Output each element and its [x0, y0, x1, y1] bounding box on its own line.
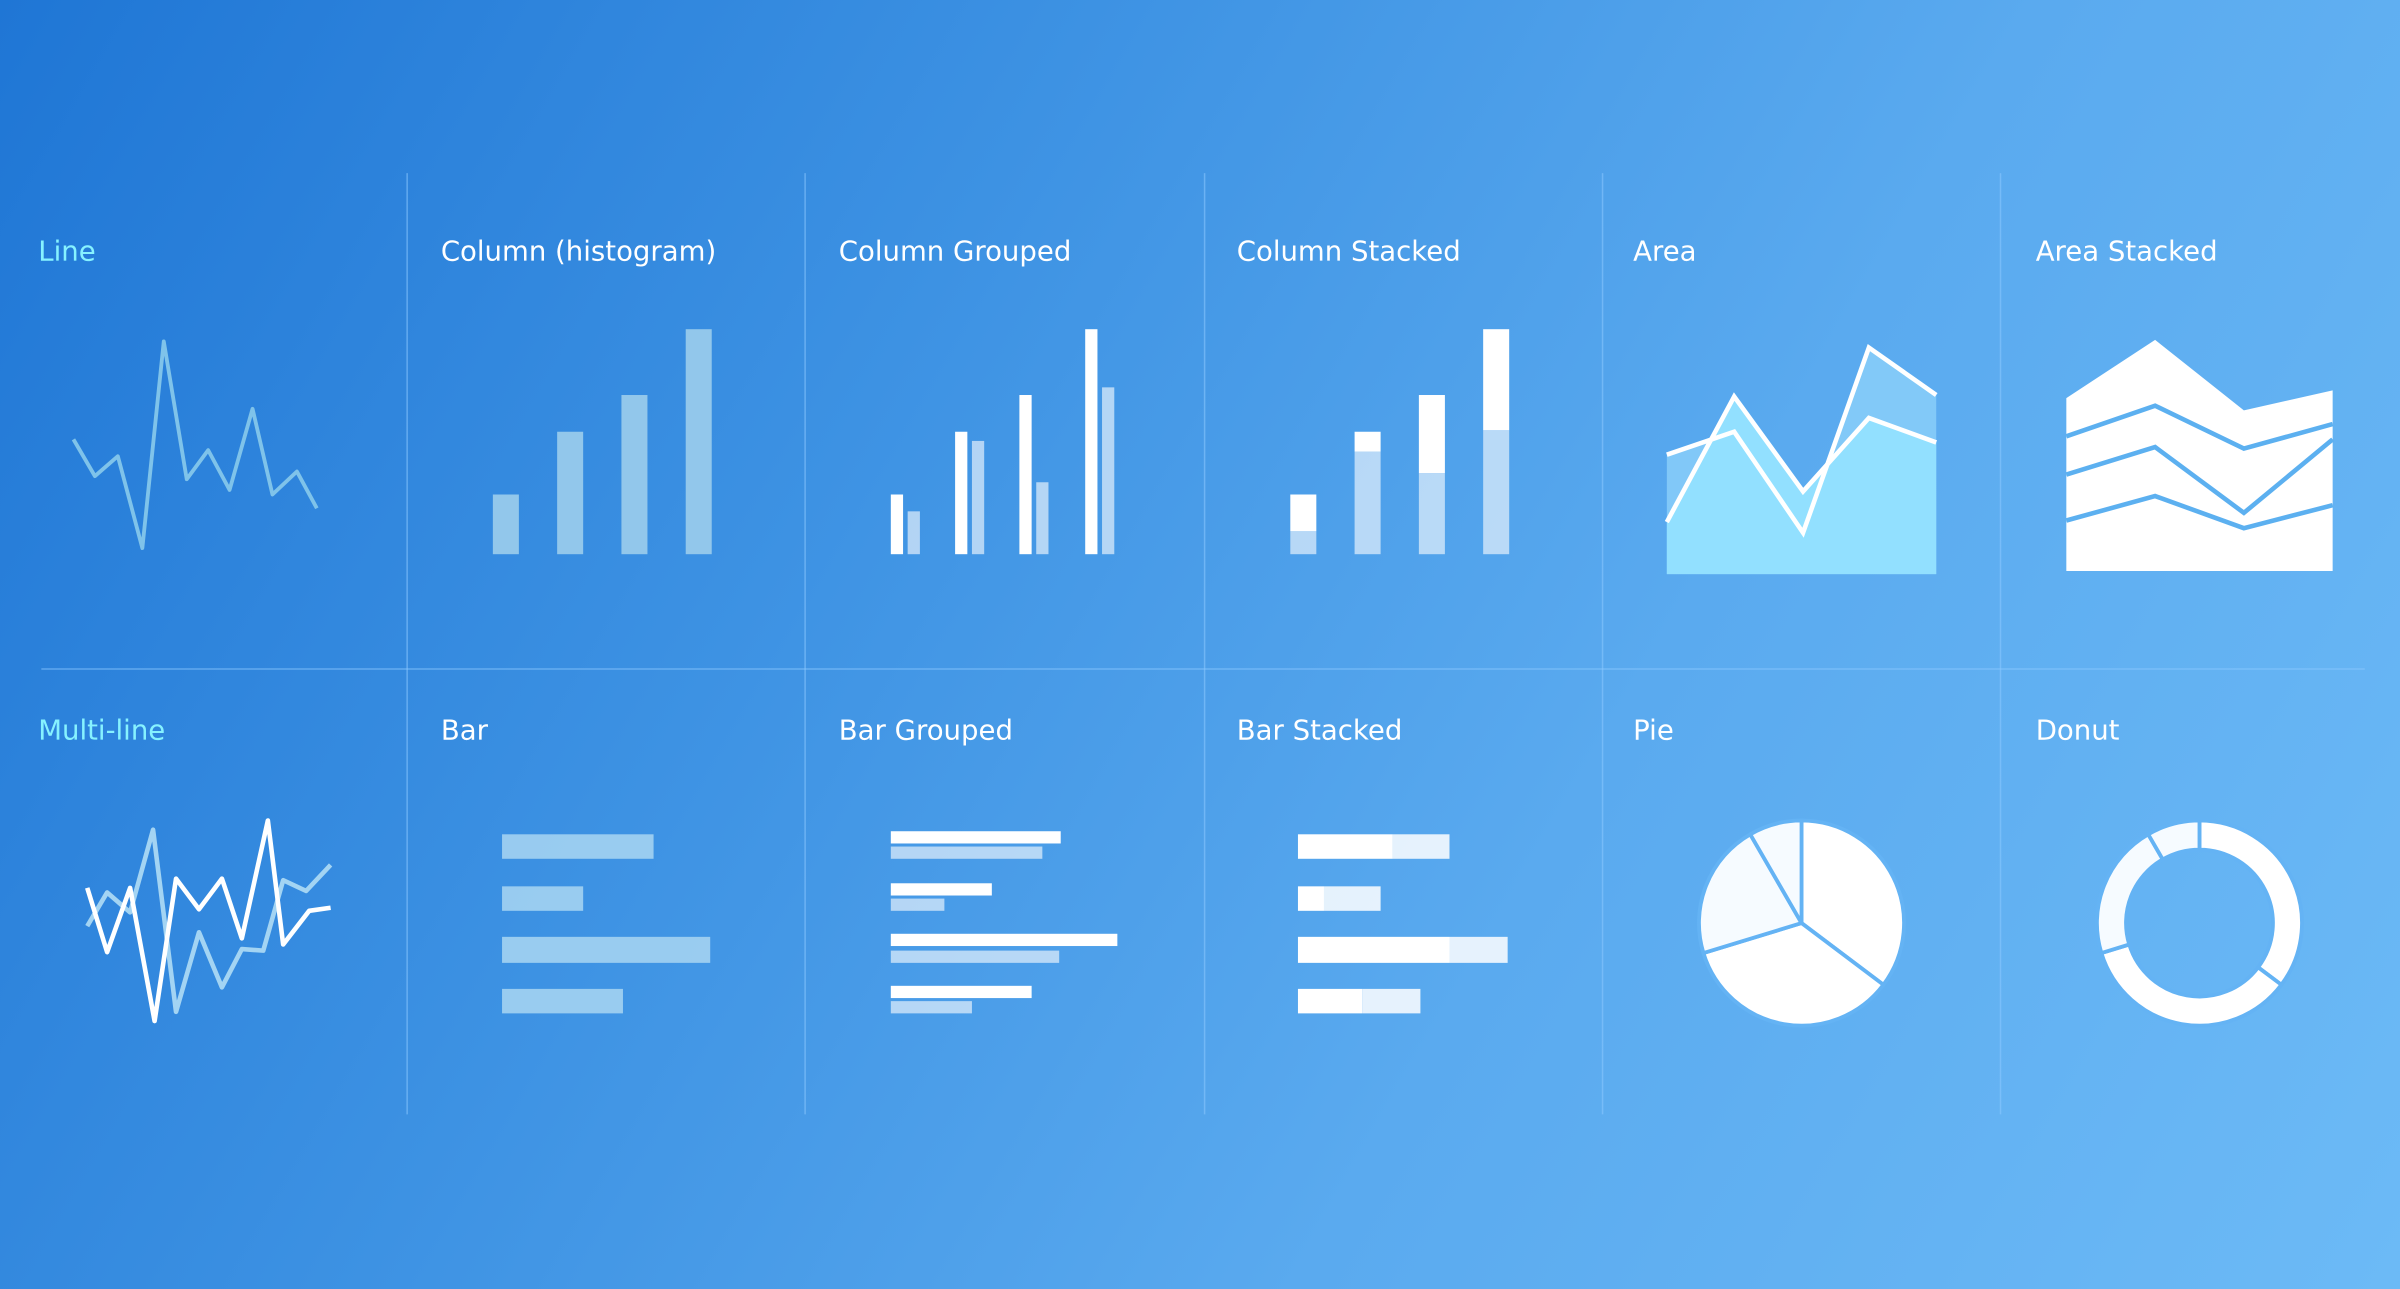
tile-title: Multi-line	[38, 714, 165, 746]
tile-bar[interactable]: Bar	[441, 714, 711, 1014]
tile-column-stacked[interactable]: Column Stacked	[1237, 235, 1510, 555]
tile-title: Column Grouped	[839, 235, 1072, 267]
tile-donut[interactable]: Donut	[2036, 714, 2304, 1028]
tile-area[interactable]: Area	[1633, 235, 1938, 575]
tile-pie[interactable]: Pie	[1633, 714, 1906, 1028]
pie-chart-icon	[1697, 818, 1906, 1028]
tile-title: Bar	[441, 714, 489, 746]
tile-column-grouped[interactable]: Column Grouped	[839, 235, 1115, 555]
bar-grouped-chart-icon	[890, 831, 1118, 1014]
tile-title: Donut	[2036, 714, 2120, 746]
area-chart-icon	[1664, 343, 1938, 575]
donut-chart-icon	[2095, 818, 2304, 1028]
tile-title: Area	[1633, 235, 1696, 267]
tile-title: Column Stacked	[1237, 235, 1461, 267]
tile-title: Line	[38, 235, 95, 267]
tile-title: Bar Stacked	[1237, 714, 1403, 746]
tile-title: Column (histogram)	[441, 235, 716, 267]
line-chart-icon	[71, 339, 319, 550]
column-stacked-chart-icon	[1290, 329, 1510, 555]
tile-area-stacked[interactable]: Area Stacked	[2036, 235, 2335, 572]
tile-line[interactable]: Line	[38, 235, 319, 550]
column-grouped-chart-icon	[890, 329, 1115, 555]
area-stacked-chart-icon	[2065, 339, 2335, 572]
bar-chart-icon	[502, 834, 711, 1014]
tile-title: Bar Grouped	[839, 714, 1013, 746]
tile-title: Area Stacked	[2036, 235, 2218, 267]
tile-title: Pie	[1633, 714, 1674, 746]
grid-dividers	[41, 173, 2365, 1115]
tile-column-histogram[interactable]: Column (histogram)	[441, 235, 716, 555]
bar-stacked-chart-icon	[1297, 834, 1508, 1014]
column-chart-icon	[492, 329, 712, 555]
tile-multi-line[interactable]: Multi-line	[38, 714, 333, 1024]
tile-bar-grouped[interactable]: Bar Grouped	[839, 714, 1118, 1014]
multi-line-chart-icon	[85, 818, 333, 1024]
tile-bar-stacked[interactable]: Bar Stacked	[1237, 714, 1508, 1014]
